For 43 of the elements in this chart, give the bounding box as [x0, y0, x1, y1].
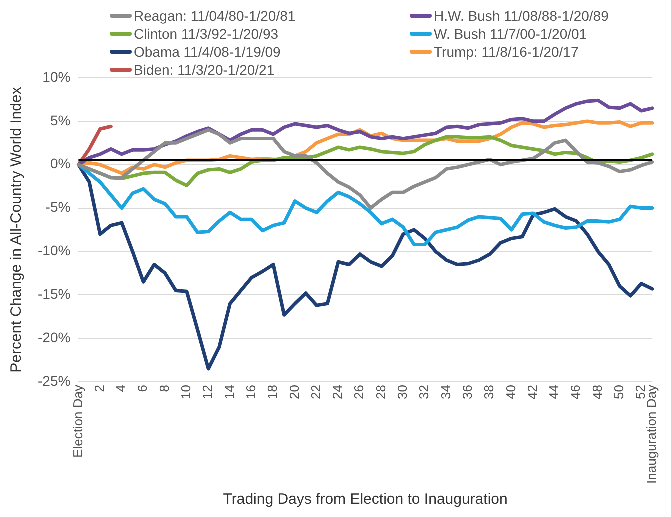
x-tick-label: 40 — [503, 384, 518, 400]
legend-label: Trump: 11/8/16-1/20/17 — [434, 44, 579, 60]
x-tick-label: 4 — [114, 384, 129, 392]
x-tick-label: 24 — [330, 384, 346, 400]
y-tick-label: -5% — [46, 199, 71, 216]
x-tick-label: Election Day — [70, 384, 86, 458]
x-tick-label: 50 — [612, 384, 627, 400]
y-tick-label: -20% — [38, 329, 71, 346]
x-tick-label: 28 — [373, 384, 388, 400]
x-tick-label: 22 — [308, 384, 324, 400]
x-tick-label: 12 — [200, 384, 216, 400]
x-tick-label: 38 — [482, 384, 497, 400]
x-tick-label: 6 — [135, 384, 150, 392]
x-tick-label: 42 — [524, 384, 540, 400]
x-tick-label: 8 — [156, 384, 172, 392]
x-tick-label: 30 — [395, 384, 410, 400]
y-axis-title: Percent Change in All-Country World Index — [8, 86, 26, 373]
legend-label: Clinton 11/3/92-1/20/93 — [134, 26, 279, 42]
x-tick-label: 26 — [352, 384, 367, 400]
legend-label: W. Bush 11/7/00-1/20/01 — [434, 26, 588, 42]
legend-label: Obama 11/4/08-1/19/09 — [134, 44, 281, 60]
x-tick-label: 10 — [178, 384, 194, 400]
x-tick-label: 36 — [460, 384, 475, 400]
y-tick-label: 0% — [50, 156, 71, 172]
x-tick-label: 2 — [92, 384, 107, 392]
y-tick-label: 5% — [50, 112, 71, 128]
y-tick-label: -10% — [38, 242, 71, 259]
x-tick-label: 14 — [222, 384, 237, 400]
x-tick-label: 46 — [568, 384, 584, 400]
x-tick-label: 20 — [286, 384, 302, 400]
y-tick-label: -15% — [38, 286, 71, 302]
x-tick-label: 44 — [546, 384, 562, 400]
legend-label: Biden: 11/3/20-1/20/21 — [134, 62, 275, 78]
x-tick-label: 18 — [265, 384, 280, 400]
x-tick-label: 48 — [590, 384, 605, 400]
x-tick-label: 16 — [243, 384, 258, 400]
x-tick-label: 34 — [438, 384, 454, 400]
y-tick-label: -25% — [38, 372, 71, 389]
x-tick-label: 32 — [416, 384, 432, 400]
y-tick-label: 10% — [42, 68, 71, 85]
legend-label: Reagan: 11/04/80-1/20/81 — [134, 8, 296, 24]
x-axis-title: Trading Days from Election to Inauguration — [223, 491, 508, 508]
legend-label: H.W. Bush 11/08/88-1/20/89 — [434, 8, 609, 24]
